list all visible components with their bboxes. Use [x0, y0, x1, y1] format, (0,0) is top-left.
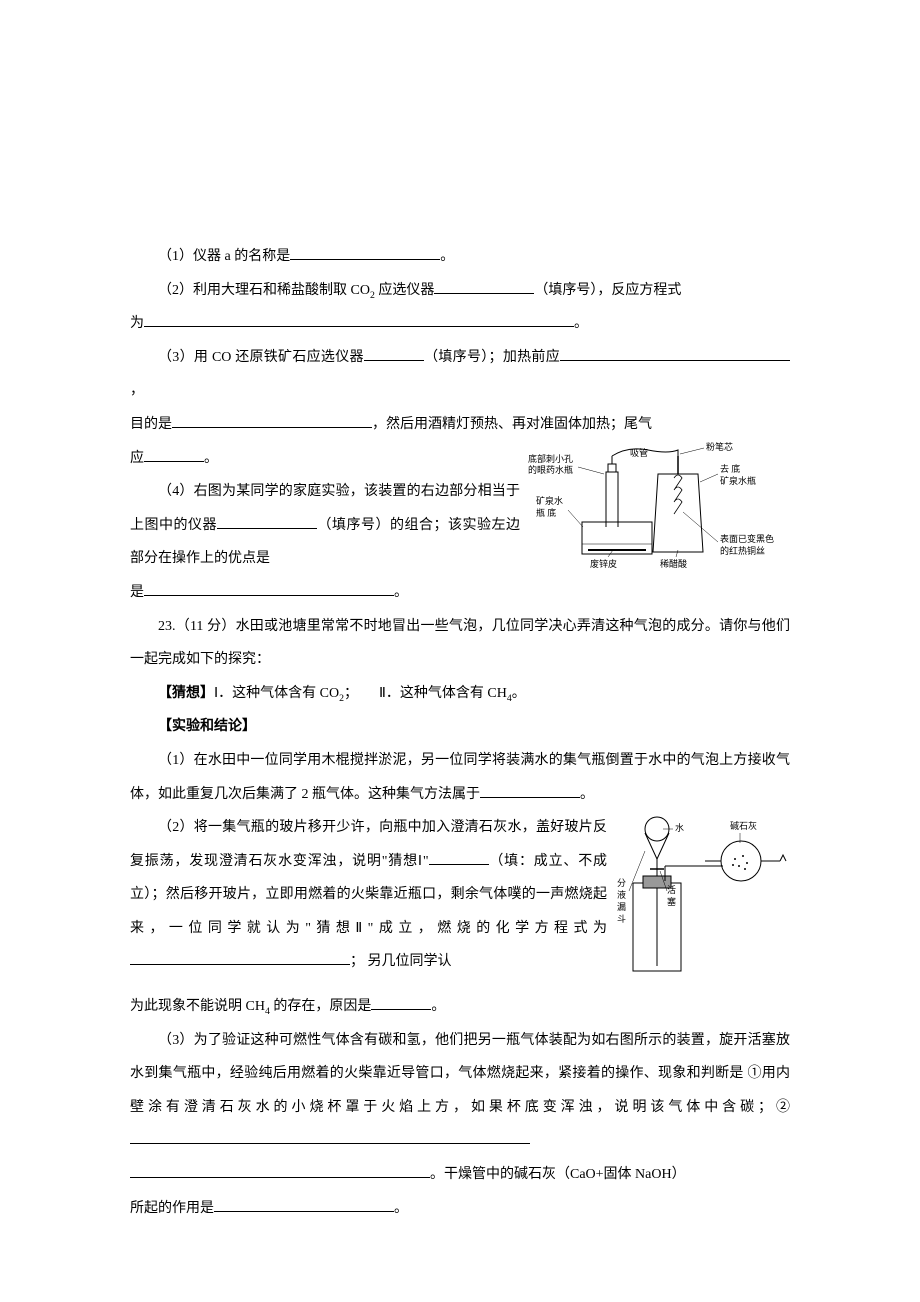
blank — [130, 950, 350, 965]
q1-p4-section: 底部刺小孔 的眼药水瓶 吸管 粉笔芯 去 底 矿泉水瓶 矿泉水 瓶 底 废锌皮 … — [130, 442, 790, 610]
guess-text: Ⅰ．这种气体含有 CO — [214, 686, 339, 701]
q23-p3: （3）为了验证这种可燃性气体含有碳和氢，他们把另一瓶气体装配为如右图所示的装置，… — [130, 1024, 790, 1158]
blank — [429, 849, 489, 864]
q23-p2-section: 水 碱石灰 分 液 漏 斗 活 塞 （2）将一集气瓶的玻片移开少许，向瓶中加入澄… — [130, 811, 790, 990]
q23-p1-post: 。 — [580, 787, 594, 802]
label-funnel-1: 分 — [617, 878, 626, 888]
label-funnel-3: 漏 — [617, 901, 626, 912]
q23-p2-end2: 。 — [431, 999, 445, 1014]
blank — [560, 345, 790, 360]
blank — [371, 995, 431, 1010]
guess-label: 【猜想】 — [158, 686, 214, 701]
label-funnel-2: 液 — [617, 889, 626, 900]
apparatus-figure-1: 底部刺小孔 的眼药水瓶 吸管 粉笔芯 去 底 矿泉水瓶 矿泉水 瓶 底 废锌皮 … — [528, 442, 790, 572]
q23-p2-end-pre: 为此现象不能说明 CH — [130, 999, 265, 1014]
q1-p2-line2-pre: 为 — [130, 316, 144, 331]
q1-p3-pre: （3）用 CO 还原铁矿石应选仪器 — [158, 350, 364, 365]
q1-p3-mid: （填序号）；加热前应 — [424, 350, 560, 365]
label-top-left: 底部刺小孔 — [528, 453, 573, 464]
label-qudi: 去 底 — [720, 463, 740, 474]
label-black2: 的红热铜丝 — [720, 545, 765, 556]
q23-p2-end: 为此现象不能说明 CH4 的存在，原因是。 — [130, 990, 790, 1024]
q1-p3-line3-pre: 应 — [130, 451, 144, 466]
q1-p4-end: 是。 — [130, 576, 790, 610]
q1-p2-pre: （2）利用大理石和稀盐酸制取 CO — [158, 283, 370, 298]
q23-p3-pre: （3）为了验证这种可燃性气体含有碳和氢，他们把另一瓶气体装配为如右图所示的装置，… — [130, 1033, 790, 1115]
q1-p1: （1）仪器 a 的名称是 。 — [130, 240, 790, 274]
blank — [290, 245, 440, 260]
document-body: （1）仪器 a 的名称是。 （2）利用大理石和稀盐酸制取 CO2 应选仪器（填序… — [130, 240, 790, 1225]
q1-p3: （3）用 CO 还原铁矿石应选仪器 （填序号）；加热前应 ， — [130, 341, 790, 408]
label-mineral-left: 矿泉水 — [536, 495, 563, 506]
blank — [130, 1129, 530, 1144]
blank — [144, 446, 204, 461]
q23-intro: 23.（11 分）水田或池塘里常常不时地冒出一些气泡，几位同学决心弄清这种气泡的… — [130, 610, 790, 677]
label-lime: 碱石灰 — [730, 820, 757, 831]
q23-p3-line2-text: 所起的作用是 — [130, 1201, 214, 1216]
label-bottle-right: 矿泉水瓶 — [720, 475, 756, 486]
label-water: 水 — [675, 822, 684, 833]
q23-guess: 【猜想】Ⅰ．这种气体含有 CO2； Ⅱ．这种气体含有 CH4。 — [130, 677, 790, 711]
label-stopcock-1: 活 — [667, 884, 676, 895]
blank — [144, 581, 394, 596]
q1-p2-mid: 应选仪器 — [375, 283, 435, 298]
q1-p3-post: ， — [130, 383, 144, 398]
q1-p2: （2）利用大理石和稀盐酸制取 CO2 应选仪器（填序号），反应方程式 — [130, 274, 790, 308]
apparatus-svg-2: 水 碱石灰 分 液 漏 斗 活 塞 — [615, 811, 790, 986]
label-zinc: 废锌皮 — [590, 558, 617, 569]
blank — [480, 782, 580, 797]
label-stopcock-2: 塞 — [667, 896, 676, 907]
label-suction: 吸管 — [630, 447, 648, 458]
q23-p3-line2: 。干燥管中的碱石灰（CaO+固体 NaOH） — [130, 1158, 790, 1192]
label-mineral-left2: 瓶 底 — [536, 507, 556, 518]
apparatus-svg-1: 底部刺小孔 的眼药水瓶 吸管 粉笔芯 去 底 矿泉水瓶 矿泉水 瓶 底 废锌皮 … — [528, 442, 790, 572]
q23-p3-mid: 。干燥管中的碱石灰（CaO+固体 NaOH） — [430, 1167, 686, 1182]
q23-p2-end-text: 的存在，原因是 — [270, 999, 372, 1014]
blank — [172, 413, 372, 428]
apparatus-figure-2: 水 碱石灰 分 液 漏 斗 活 塞 — [615, 811, 790, 986]
blank — [144, 312, 574, 327]
blank — [130, 1163, 430, 1178]
blank — [364, 345, 424, 360]
label-top-left2: 的眼药水瓶 — [528, 464, 573, 475]
label-acid: 稀醋酸 — [660, 558, 687, 569]
guess-text3: 。 — [512, 686, 526, 701]
q23-p1: （1）在水田中一位同学用木棍搅拌淤泥，另一位同学将装满水的集气瓶倒置于水中的气泡… — [130, 744, 790, 811]
label-chalk: 粉笔芯 — [706, 442, 733, 452]
blank — [217, 513, 317, 528]
label-funnel-4: 斗 — [617, 914, 626, 924]
q1-p1-post: 。 — [440, 249, 454, 264]
q1-p1-text: （1）仪器 a 的名称是 — [158, 249, 290, 264]
exp-label: 【实验和结论】 — [158, 719, 256, 734]
q1-p3-line2-pre: 目的是 — [130, 417, 172, 432]
guess-text2: ； Ⅱ．这种气体含有 CH — [344, 686, 507, 701]
q1-p3-line2: 目的是 ，然后用酒精灯预热、再对准固体加热；尾气 — [130, 408, 790, 442]
q1-p2-line2-post: 。 — [574, 316, 588, 331]
q23-p2-mid2: ； 另几位同学认 — [350, 954, 452, 969]
q23-exp-label: 【实验和结论】 — [130, 710, 790, 744]
q1-p2-post: （填序号），反应方程式 — [534, 283, 681, 298]
q23-p3-end: 。 — [394, 1201, 408, 1216]
blank — [214, 1196, 394, 1211]
q1-p4-end-text: 。 — [394, 585, 408, 600]
q1-p3-line3-post: 。 — [204, 451, 218, 466]
blank — [434, 278, 534, 293]
q23-intro-text: 23.（11 分）水田或池塘里常常不时地冒出一些气泡，几位同学决心弄清这种气泡的… — [130, 619, 790, 668]
q1-p3-line2-mid: ，然后用酒精灯预热、再对准固体加热；尾气 — [372, 417, 652, 432]
label-black: 表面已变黑色 — [720, 533, 774, 544]
q23-p3-line3: 所起的作用是 。 — [130, 1192, 790, 1226]
q23-p1-text: （1）在水田中一位同学用木棍搅拌淤泥，另一位同学将装满水的集气瓶倒置于水中的气泡… — [130, 753, 790, 802]
q1-p2-line2: 为。 — [130, 307, 790, 341]
